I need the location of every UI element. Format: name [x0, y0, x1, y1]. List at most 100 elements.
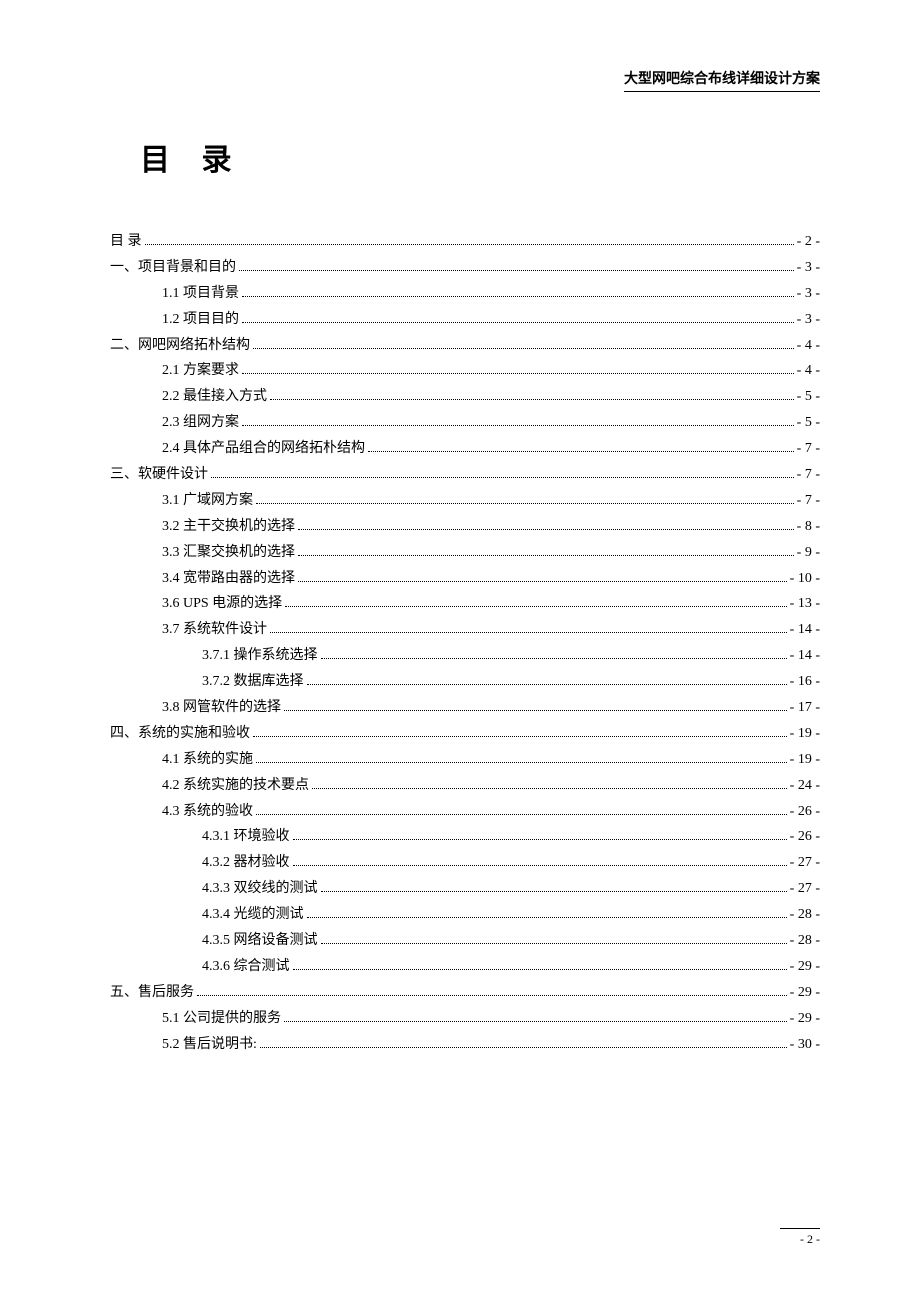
toc-entry-page: - 30 -	[790, 1032, 820, 1058]
toc-entry: 2.2 最佳接入方式- 5 -	[110, 384, 820, 410]
toc-entry: 3.7.1 操作系统选择- 14 -	[110, 643, 820, 669]
toc-entry-label: 四、系统的实施和验收	[110, 721, 250, 747]
toc-entry: 4.2 系统实施的技术要点- 24 -	[110, 773, 820, 799]
toc-leader-dots	[242, 322, 794, 323]
toc-entry: 3.8 网管软件的选择 - 17 -	[110, 695, 820, 721]
toc-entry-label: 一、项目背景和目的	[110, 255, 236, 281]
toc-entry-label: 3.4 宽带路由器的选择	[162, 566, 295, 592]
toc-entry-label: 3.8 网管软件的选择	[162, 695, 281, 721]
toc-entry: 5.2 售后说明书: - 30 -	[110, 1032, 820, 1058]
toc-entry: 2.4 具体产品组合的网络拓朴结构 - 7 -	[110, 436, 820, 462]
toc-entry: 4.3.1 环境验收 - 26 -	[110, 824, 820, 850]
toc-leader-dots	[321, 891, 787, 892]
toc-leader-dots	[211, 477, 794, 478]
toc-entry: 4.3.4 光缆的测试- 28 -	[110, 902, 820, 928]
toc-entry: 5.1 公司提供的服务 - 29 -	[110, 1006, 820, 1032]
toc-entry-label: 4.2 系统实施的技术要点	[162, 773, 309, 799]
toc-leader-dots	[293, 839, 787, 840]
toc-entry-label: 4.1 系统的实施	[162, 747, 253, 773]
toc-leader-dots	[253, 348, 794, 349]
toc-entry: 3.3 汇聚交换机的选择 - 9 -	[110, 540, 820, 566]
toc-entry-page: - 26 -	[790, 824, 820, 850]
toc-entry-page: - 8 -	[797, 514, 820, 540]
toc-entry: 四、系统的实施和验收 - 19 -	[110, 721, 820, 747]
toc-entry-page: - 19 -	[790, 721, 820, 747]
toc-leader-dots	[253, 736, 787, 737]
toc-entry-page: - 5 -	[797, 384, 820, 410]
toc-entry-page: - 7 -	[797, 462, 820, 488]
toc-entry-label: 目 录	[110, 229, 142, 255]
toc-entry-page: - 3 -	[797, 281, 820, 307]
toc-entry-page: - 29 -	[790, 954, 820, 980]
toc-entry-page: - 14 -	[790, 617, 820, 643]
toc-entry: 三、软硬件设计- 7 -	[110, 462, 820, 488]
toc-leader-dots	[284, 710, 787, 711]
toc-entry-label: 4.3.3 双绞线的测试	[202, 876, 318, 902]
toc-entry-page: - 7 -	[797, 436, 820, 462]
toc-entry: 二、网吧网络拓朴结构 - 4 -	[110, 333, 820, 359]
toc-entry-label: 2.4 具体产品组合的网络拓朴结构	[162, 436, 365, 462]
toc-entry-label: 二、网吧网络拓朴结构	[110, 333, 250, 359]
toc-entry: 1.2 项目目的 - 3 -	[110, 307, 820, 333]
toc-entry-label: 1.1 项目背景	[162, 281, 239, 307]
toc-leader-dots	[242, 296, 794, 297]
toc-entry-page: - 3 -	[797, 255, 820, 281]
toc-entry-label: 4.3.2 器材验收	[202, 850, 290, 876]
toc-entry: 3.6 UPS 电源的选择- 13 -	[110, 591, 820, 617]
toc-leader-dots	[293, 865, 787, 866]
toc-entry: 目 录- 2 -	[110, 229, 820, 255]
toc-entry-label: 3.7.2 数据库选择	[202, 669, 304, 695]
toc-entry-page: - 17 -	[790, 695, 820, 721]
toc-entry: 一、项目背景和目的 - 3 -	[110, 255, 820, 281]
toc-leader-dots	[298, 581, 787, 582]
toc-entry-page: - 26 -	[790, 799, 820, 825]
toc-leader-dots	[256, 814, 787, 815]
toc-entry-label: 4.3 系统的验收	[162, 799, 253, 825]
toc-leader-dots	[284, 1021, 787, 1022]
toc-entry-page: - 27 -	[790, 850, 820, 876]
toc-entry-page: - 9 -	[797, 540, 820, 566]
toc-leader-dots	[239, 270, 794, 271]
toc-entry-page: - 16 -	[790, 669, 820, 695]
toc-entry-page: - 10 -	[790, 566, 820, 592]
toc-leader-dots	[145, 244, 794, 245]
toc-entry: 4.3.2 器材验收 - 27 -	[110, 850, 820, 876]
toc-entry-page: - 13 -	[790, 591, 820, 617]
toc-entry-label: 4.3.1 环境验收	[202, 824, 290, 850]
toc-entry-label: 3.1 广域网方案	[162, 488, 253, 514]
toc-entry-page: - 29 -	[790, 980, 820, 1006]
toc-leader-dots	[307, 917, 787, 918]
toc-entry-label: 4.3.4 光缆的测试	[202, 902, 304, 928]
toc-entry-page: - 7 -	[797, 488, 820, 514]
toc-leader-dots	[270, 632, 787, 633]
toc-entry-page: - 3 -	[797, 307, 820, 333]
toc-entry-label: 5.1 公司提供的服务	[162, 1006, 281, 1032]
document-header: 大型网吧综合布线详细设计方案	[624, 68, 820, 92]
toc-entry: 1.1 项目背景 - 3 -	[110, 281, 820, 307]
toc-leader-dots	[270, 399, 794, 400]
toc-leader-dots	[293, 969, 787, 970]
toc-entry-page: - 4 -	[797, 358, 820, 384]
toc-entry-label: 3.7.1 操作系统选择	[202, 643, 318, 669]
toc-leader-dots	[368, 451, 794, 452]
toc-entry: 4.3 系统的验收 - 26 -	[110, 799, 820, 825]
toc-entry-page: - 5 -	[797, 410, 820, 436]
toc-entry-label: 1.2 项目目的	[162, 307, 239, 333]
toc-entry-page: - 28 -	[790, 928, 820, 954]
toc-leader-dots	[321, 943, 787, 944]
toc-entry: 五、售后服务 - 29 -	[110, 980, 820, 1006]
toc-leader-dots	[242, 373, 794, 374]
page-title: 目 录	[140, 135, 820, 179]
toc-leader-dots	[298, 529, 794, 530]
toc-entry-label: 五、售后服务	[110, 980, 194, 1006]
toc-entry-label: 5.2 售后说明书:	[162, 1032, 257, 1058]
toc-entry: 2.1 方案要求- 4 -	[110, 358, 820, 384]
toc-entry: 2.3 组网方案 - 5 -	[110, 410, 820, 436]
toc-entry-label: 4.3.5 网络设备测试	[202, 928, 318, 954]
toc-entry-page: - 4 -	[797, 333, 820, 359]
toc-entry: 4.3.5 网络设备测试 - 28 -	[110, 928, 820, 954]
toc-entry-label: 3.3 汇聚交换机的选择	[162, 540, 295, 566]
toc-entry-label: 2.3 组网方案	[162, 410, 239, 436]
toc-entry-page: - 29 -	[790, 1006, 820, 1032]
toc-entry-label: 3.2 主干交换机的选择	[162, 514, 295, 540]
